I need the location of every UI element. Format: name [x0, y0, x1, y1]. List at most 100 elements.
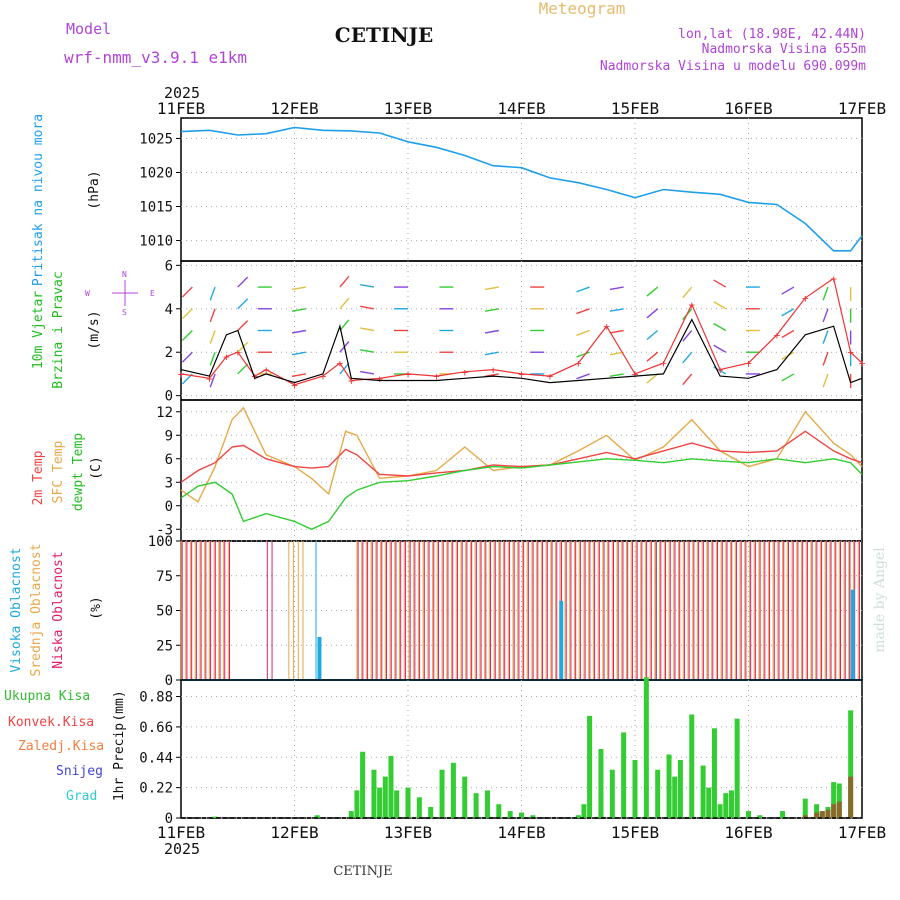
- precip-total-bar: [462, 776, 468, 818]
- y-tick-label: 25: [156, 638, 173, 654]
- year-label-top: 2025: [164, 84, 200, 102]
- dewpoint-line: [180, 458, 863, 531]
- compass-w: W: [85, 289, 90, 298]
- wind-barb: [181, 351, 193, 363]
- temp-unit: (C): [89, 456, 104, 479]
- precip-total-bar: [496, 804, 502, 818]
- precip-total-bar: [672, 776, 678, 818]
- y-tick-label: 1015: [139, 200, 173, 216]
- precip-total-bar: [519, 812, 524, 818]
- precip-total-bar: [439, 769, 445, 818]
- wind-barb: [291, 329, 306, 334]
- precip-total-bar: [598, 749, 604, 818]
- wind-barb: [781, 308, 795, 317]
- wind-barb: [209, 286, 216, 301]
- precip-total-bar: [581, 804, 587, 818]
- wind-gust-marker: +: [405, 368, 412, 381]
- wind-barb: [291, 308, 306, 312]
- wind-barb: [209, 330, 216, 344]
- wind-barb: [360, 283, 375, 288]
- precip-total-bar: [348, 811, 354, 818]
- elevation-line: Nadmorska Visina 655m: [702, 42, 867, 57]
- precip-total-bar: [723, 793, 729, 818]
- wind-barb: [822, 308, 829, 323]
- wind-gust-marker: +: [251, 370, 258, 383]
- precip-total-bar: [212, 816, 218, 818]
- wind-barb: [646, 329, 659, 341]
- precip-total-bar: [643, 677, 649, 818]
- precip-total-bar: [689, 714, 695, 818]
- wind-compass: N S E W: [85, 270, 155, 317]
- wind-gust-marker: +: [223, 351, 230, 364]
- precip-total-bar: [780, 811, 786, 818]
- credit-text: made by Angel: [872, 547, 888, 653]
- wind-gust-marker: +: [461, 366, 468, 379]
- precip-total-bar: [666, 754, 672, 818]
- bottom-date-label: 15FEB: [611, 823, 659, 842]
- precip-total-bar: [746, 811, 751, 818]
- wind-barb: [576, 329, 590, 336]
- wind-gust-marker: +: [348, 374, 355, 387]
- wind-barb: [609, 351, 624, 356]
- precip-total-bar: [354, 790, 360, 818]
- wind-gust-marker: +: [376, 372, 383, 385]
- y-tick-label: 9: [165, 428, 173, 444]
- model-label: Model: [66, 20, 111, 38]
- precip-total-bar: [473, 793, 479, 818]
- pressure-title: Pritisak na nivou mora: [31, 114, 46, 286]
- wind-gust-line: [180, 277, 863, 386]
- precip-total-bar: [507, 811, 513, 818]
- y-tick-label: 50: [156, 604, 173, 620]
- low-cloud-title: Niska Oblacnost: [51, 551, 66, 668]
- pressure-panel: 1010 1015 1020 1025: [139, 117, 863, 262]
- precip-total-bar: [677, 760, 683, 818]
- wind-gust-marker: +: [490, 364, 497, 377]
- wind-barb: [646, 286, 659, 297]
- wind-barb: [181, 330, 193, 341]
- wind-barb: [360, 349, 375, 353]
- model-elevation-line: Nadmorska Visina u modelu 690.099m: [600, 59, 866, 74]
- wind-barb: [339, 297, 350, 310]
- precip-total-bar: [530, 815, 536, 818]
- top-date-label: 17FEB: [838, 99, 886, 118]
- wind-barb: [713, 301, 727, 310]
- precip-unit: (mm): [112, 690, 127, 721]
- precip-total-bar: [802, 798, 808, 818]
- wind-barb: [181, 286, 193, 298]
- y-tick-label: 0: [165, 499, 173, 515]
- wind-barb: [576, 373, 590, 380]
- wind-barb: [682, 330, 693, 342]
- precip-conv-bar: [825, 809, 831, 818]
- y-tick-label: -3: [156, 522, 173, 538]
- wind-gust-marker: +: [291, 379, 298, 392]
- precip-total-bar: [621, 732, 627, 818]
- mid-cloud-title: Srednja Oblacnost: [29, 543, 44, 676]
- legend-graupel: Grad: [66, 789, 97, 804]
- precip-total-bar: [609, 769, 615, 818]
- wind-barb: [291, 351, 306, 356]
- precip-conv-bar: [831, 804, 837, 818]
- cloud-panel: 0 25 50 75 100: [148, 534, 863, 689]
- y-tick-label: 75: [156, 569, 173, 585]
- wind-barb: [484, 329, 499, 334]
- year-label-bottom: 2025: [164, 840, 200, 858]
- y-tick-label: 12: [156, 405, 173, 421]
- precip-total-bar: [632, 760, 638, 818]
- wind-barb: [291, 373, 306, 378]
- precip-total-bar: [728, 790, 734, 818]
- bottom-date-label: 13FEB: [384, 823, 432, 842]
- precip-total-bar: [360, 751, 366, 818]
- wind-barb: [682, 351, 693, 364]
- pressure-line: [180, 126, 863, 252]
- wind-gust-marker: +: [802, 292, 809, 305]
- wind-title2: Brzina i Pravac: [51, 271, 66, 388]
- bottom-time-axis: 11FEB 12FEB 13FEB 14FEB 15FEB 16FEB 17FEB: [157, 823, 886, 842]
- wind-barb: [360, 370, 375, 375]
- wind-barb: [713, 344, 727, 353]
- location-line: lon,lat (18.98E, 42.44N): [678, 27, 866, 42]
- y-tick-label: 0: [165, 811, 173, 827]
- high-cloud-title: Visoka Oblacnost: [9, 547, 24, 672]
- wind-gust-marker: +: [632, 368, 639, 381]
- precip-conv-bar: [814, 812, 820, 818]
